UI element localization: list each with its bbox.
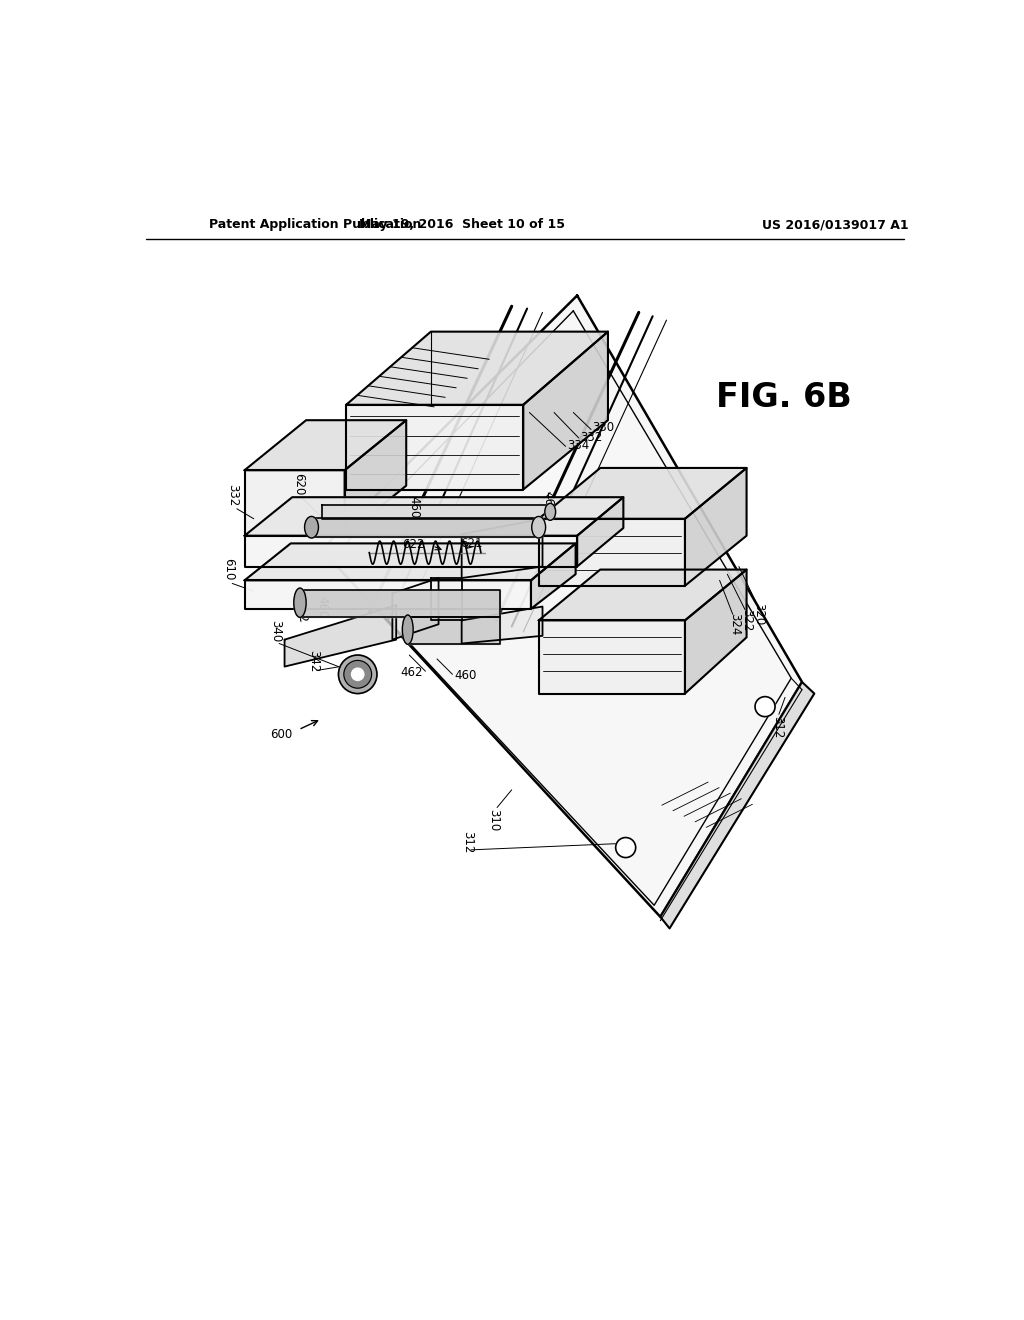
Text: 310: 310	[487, 809, 501, 832]
Text: 612: 612	[292, 599, 308, 623]
Text: 342: 342	[307, 651, 321, 673]
Polygon shape	[345, 420, 407, 536]
Text: 600: 600	[270, 727, 292, 741]
Ellipse shape	[545, 503, 556, 520]
Circle shape	[339, 655, 377, 693]
Text: Patent Application Publication: Patent Application Publication	[209, 218, 422, 231]
Polygon shape	[245, 420, 407, 470]
Polygon shape	[322, 296, 802, 917]
Polygon shape	[523, 331, 608, 490]
Circle shape	[344, 660, 372, 688]
Polygon shape	[539, 570, 746, 620]
Text: 322: 322	[740, 609, 753, 631]
Text: 340: 340	[269, 619, 282, 642]
Text: 462: 462	[400, 667, 423, 680]
Text: 332: 332	[581, 430, 602, 444]
Text: 621: 621	[460, 537, 482, 550]
Text: 312: 312	[771, 715, 783, 738]
Text: 460: 460	[542, 491, 554, 513]
Text: 334: 334	[567, 440, 590, 453]
Polygon shape	[578, 498, 624, 566]
Text: 622: 622	[402, 539, 425, 552]
Polygon shape	[431, 578, 462, 620]
Text: 460: 460	[315, 595, 328, 618]
Ellipse shape	[531, 516, 546, 539]
Polygon shape	[346, 331, 608, 405]
Text: 324: 324	[728, 614, 740, 636]
Polygon shape	[311, 517, 539, 537]
Polygon shape	[245, 498, 624, 536]
Polygon shape	[346, 405, 523, 490]
Polygon shape	[685, 570, 746, 693]
Polygon shape	[660, 682, 814, 928]
Text: 332: 332	[225, 484, 239, 507]
Polygon shape	[285, 605, 396, 667]
Polygon shape	[392, 578, 438, 640]
Text: 460: 460	[454, 669, 476, 682]
Text: May 19, 2016  Sheet 10 of 15: May 19, 2016 Sheet 10 of 15	[358, 218, 564, 231]
Polygon shape	[408, 616, 500, 644]
Polygon shape	[539, 469, 746, 519]
Circle shape	[615, 838, 636, 858]
Text: FIG. 6B: FIG. 6B	[716, 380, 852, 413]
Text: US 2016/0139017 A1: US 2016/0139017 A1	[762, 218, 908, 231]
Polygon shape	[300, 590, 500, 616]
Polygon shape	[531, 544, 575, 609]
Polygon shape	[462, 519, 543, 578]
Text: 460: 460	[408, 496, 421, 517]
Polygon shape	[322, 506, 550, 519]
Polygon shape	[539, 519, 685, 586]
Polygon shape	[245, 544, 575, 581]
Ellipse shape	[294, 589, 306, 618]
Ellipse shape	[402, 615, 413, 644]
Text: 320: 320	[753, 603, 765, 626]
Text: 620: 620	[292, 474, 305, 496]
Circle shape	[351, 668, 364, 681]
Ellipse shape	[304, 516, 318, 539]
Polygon shape	[462, 607, 543, 644]
Text: 610: 610	[222, 558, 236, 581]
Polygon shape	[245, 581, 531, 609]
Polygon shape	[245, 470, 345, 536]
Text: 312: 312	[462, 830, 474, 853]
Circle shape	[755, 697, 775, 717]
Text: 330: 330	[593, 421, 614, 434]
Polygon shape	[685, 469, 746, 586]
Polygon shape	[245, 536, 578, 566]
Polygon shape	[539, 620, 685, 693]
